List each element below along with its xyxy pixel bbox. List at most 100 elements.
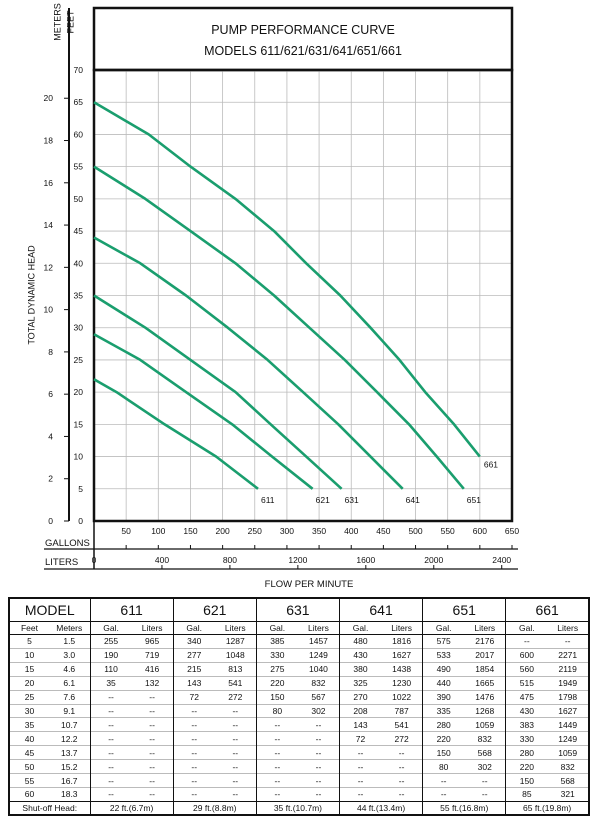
liters-column-header: Liters	[547, 621, 589, 635]
table-cell: 568	[547, 773, 589, 788]
table-cell: --	[131, 759, 174, 774]
gallons-tick-label: 200	[216, 526, 230, 536]
meters-tick-label: 0	[48, 516, 53, 526]
table-cell: 16.7	[49, 773, 91, 788]
liters-column-header: Liters	[214, 621, 257, 635]
table-cell: 416	[131, 661, 174, 677]
table-cell: --	[464, 786, 506, 802]
table-cell: 515	[505, 675, 548, 691]
curve-621	[93, 333, 314, 490]
table-cell: 385	[255, 634, 298, 649]
table-cell: --	[255, 773, 298, 788]
liters-axis-label: LITERS	[45, 557, 78, 568]
feet-tick-label: 60	[74, 129, 84, 139]
table-cell: 15.2	[49, 759, 91, 774]
table-cell: --	[338, 773, 382, 788]
feet-tick-label: 0	[78, 516, 83, 526]
table-cell: 6.1	[49, 675, 91, 691]
x-axis-title: FLOW PER MINUTE	[265, 579, 354, 590]
table-cell: 719	[131, 647, 174, 663]
table-cell: --	[297, 786, 340, 802]
gallons-column-header: Gal.	[89, 621, 132, 635]
table-cell: 1.5	[63, 636, 76, 647]
table-cell: 280	[422, 717, 465, 732]
table-cell: 533	[422, 647, 465, 663]
curve-label-631: 631	[345, 495, 359, 505]
liters-tick-label: 800	[223, 555, 237, 565]
curve-label-611: 611	[261, 495, 275, 505]
table-cell: --	[131, 731, 174, 746]
table-cell: 220	[505, 759, 548, 774]
table-row: 20 6.1 35 132 143 541 220 832 325 1230 440 1665 515 1…	[9, 675, 589, 691]
table-cell: 321	[547, 786, 589, 802]
meters-column-header: Meters	[49, 621, 91, 635]
table-cell: 1249	[547, 731, 589, 746]
table-cell: 7.6	[49, 689, 91, 705]
table-cell: 383	[505, 717, 548, 732]
table-cell: --	[381, 759, 423, 774]
table-cell: --	[297, 717, 340, 732]
meters-tick-label: 18	[44, 136, 54, 146]
gallons-tick-label: 550	[441, 526, 455, 536]
table-cell: 12.2	[49, 731, 91, 746]
gallons-tick-label: 350	[312, 526, 326, 536]
model-header-641: 641	[338, 598, 423, 622]
table-cell: 302	[464, 759, 506, 774]
liters-tick-label: 400	[155, 555, 169, 565]
table-cell: --	[255, 745, 298, 760]
table-cell: --	[214, 717, 257, 732]
shutoff-head-value: 55 ft.(16.8m)	[422, 801, 506, 815]
model-header-621: 621	[172, 598, 257, 622]
table-cell: 560	[505, 661, 548, 677]
meters-tick-label: 2	[48, 474, 53, 484]
table-cell: 302	[297, 703, 340, 718]
table-cell: --	[89, 745, 132, 760]
model-header-label: MODEL	[9, 598, 91, 622]
feet-tick-label: 5	[78, 484, 83, 494]
table-cell: --	[89, 689, 132, 705]
shutoff-head-value: 29 ft.(8.8m)	[172, 801, 257, 815]
table-cell: 270	[338, 689, 382, 705]
table-cell: --	[131, 745, 174, 760]
gallons-tick-label: 500	[408, 526, 422, 536]
table-cell: --	[89, 703, 132, 718]
table-cell: 380	[338, 661, 382, 677]
table-cell: 13.7	[49, 745, 91, 760]
table-cell: --	[172, 717, 215, 732]
table-row: 15 4.6 110 416 215 813 275 1040 380 1438 490 1854 56…	[9, 661, 589, 677]
curve-label-621: 621	[316, 495, 330, 505]
table-cell: 330	[505, 731, 548, 746]
shutoff-head-value: 35 ft.(10.7m)	[255, 801, 340, 815]
curve-label-661: 661	[484, 460, 498, 470]
table-cell: 1665	[464, 675, 506, 691]
table-cell: 18.3	[49, 786, 91, 802]
table-cell: 1476	[464, 689, 506, 705]
table-cell: 1249	[297, 647, 340, 663]
table-cell: 275	[255, 661, 298, 677]
meters-tick-label: 12	[44, 262, 54, 272]
table-cell: 272	[381, 731, 423, 746]
chart-subtitle: MODELS 611/621/631/641/651/661	[204, 44, 402, 58]
liters-tick-label: 1600	[356, 555, 375, 565]
table-cell: --	[172, 731, 215, 746]
gallons-tick-label: 650	[505, 526, 519, 536]
feet-tick-label: 65	[74, 97, 84, 107]
table-cell: 1287	[225, 636, 245, 647]
table-cell: 1854	[464, 661, 506, 677]
meters-tick-label: 6	[48, 389, 53, 399]
table-cell: 10	[9, 647, 49, 663]
feet-tick-label: 70	[74, 65, 84, 75]
table-cell: 567	[297, 689, 340, 705]
liters-tick-label: 0	[92, 555, 97, 565]
table-cell: 132	[131, 675, 174, 691]
table-cell: 208	[338, 703, 382, 718]
feet-tick-label: 50	[74, 194, 84, 204]
liters-column-header: Liters	[297, 621, 340, 635]
table-cell: 541	[381, 717, 423, 732]
table-cell: 440	[422, 675, 465, 691]
table-row: 10 3.0 190 719 277 1048 330 1249 430 1627 533 2017 6…	[9, 647, 589, 663]
table-cell: --	[255, 786, 298, 802]
curve-661	[93, 101, 481, 458]
table-cell: 5	[27, 636, 32, 647]
table-cell: --	[172, 759, 215, 774]
